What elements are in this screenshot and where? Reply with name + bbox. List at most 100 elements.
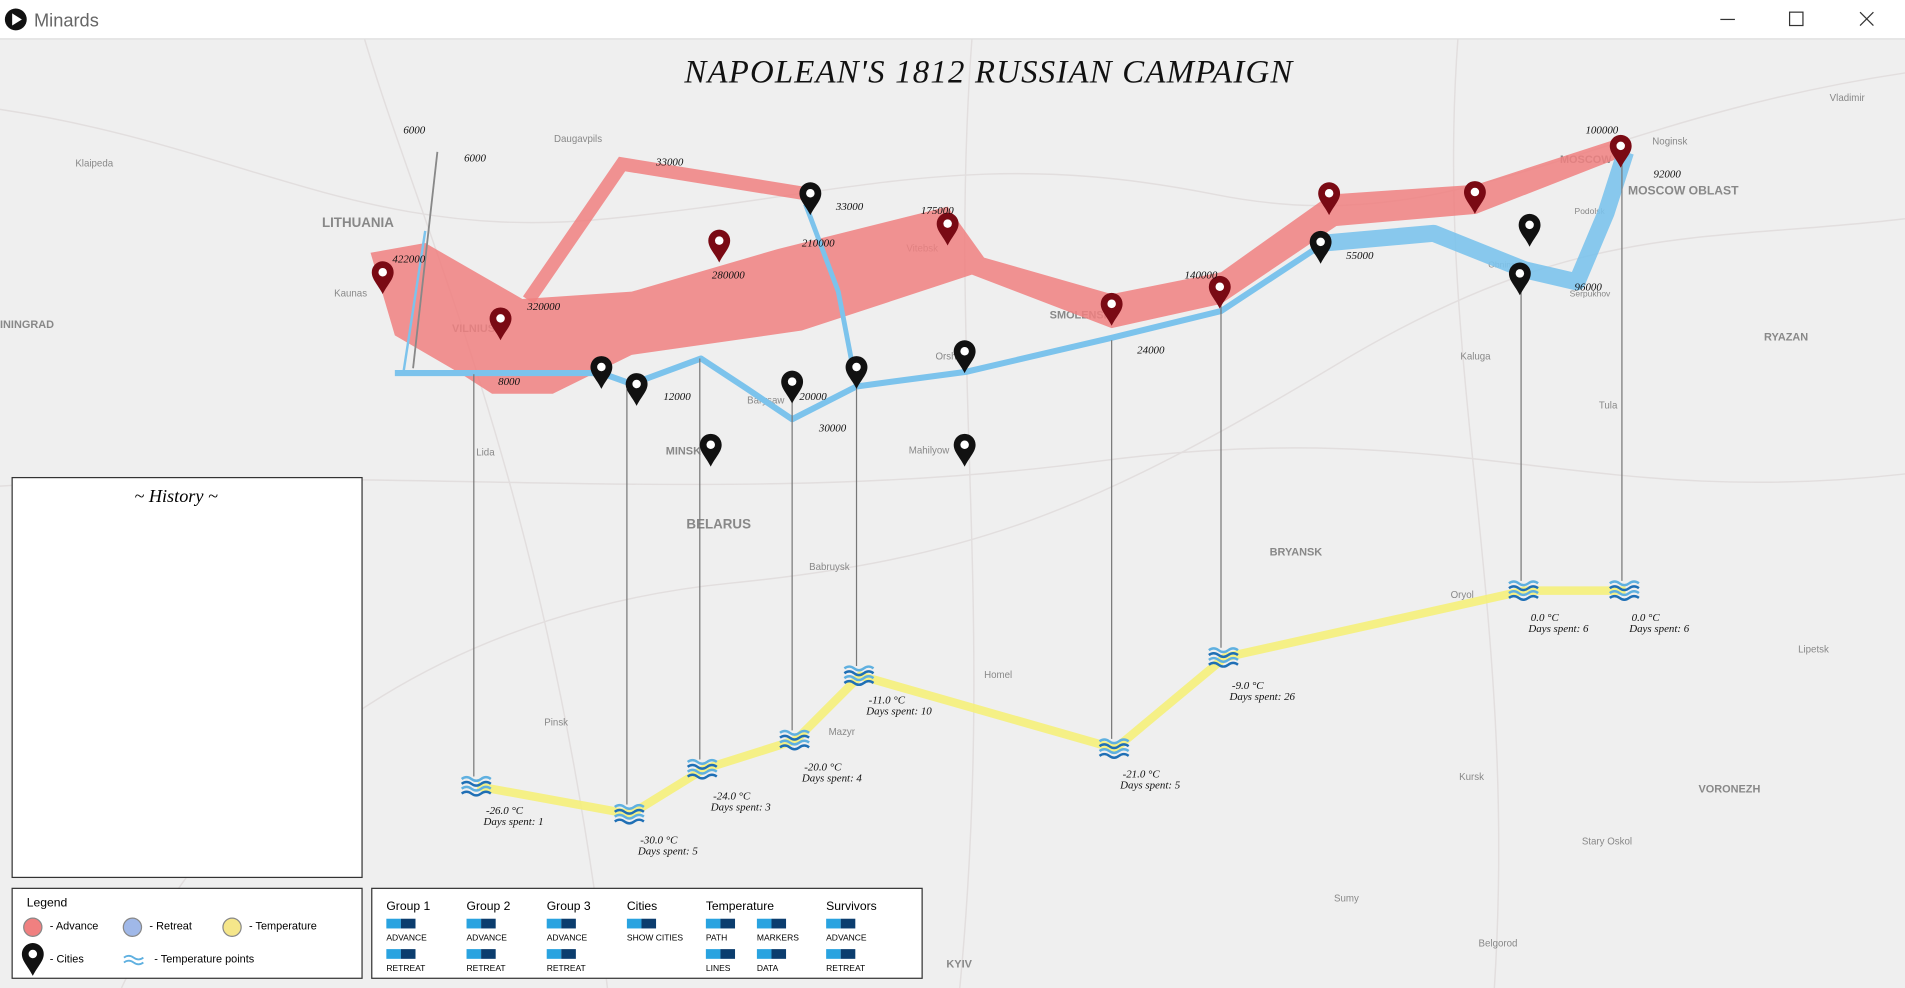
toggle-label[interactable]: SHOW CITIES — [627, 933, 684, 943]
map-label: Noginsk — [1652, 137, 1687, 148]
toggle-left[interactable] — [826, 918, 841, 929]
map-label: Lipetsk — [1798, 645, 1829, 656]
map-label: Tula — [1599, 400, 1618, 411]
map-label: MOSCOW OBLAST — [1628, 183, 1739, 197]
temperature-icon — [843, 670, 875, 677]
city-marker-dot — [714, 236, 724, 245]
toggle-left[interactable] — [705, 949, 721, 959]
city-marker — [799, 182, 822, 216]
map-label: LITHUANIA — [322, 215, 394, 230]
toggle-left[interactable] — [756, 949, 772, 959]
map-label: Pinsk — [544, 718, 568, 729]
city-marker — [625, 373, 648, 406]
control-group-label: Group 3 — [547, 899, 591, 913]
map-label: Lida — [476, 448, 495, 459]
toggle-label[interactable]: DATA — [757, 963, 779, 973]
toggle-right[interactable] — [771, 918, 787, 929]
toggle-label[interactable]: RETREAT — [467, 963, 506, 973]
city-marker — [936, 212, 959, 246]
legend-box — [11, 887, 363, 979]
troop-label: 96000 — [1575, 281, 1603, 293]
toggle-right[interactable] — [561, 918, 576, 929]
city-marker-dot — [1525, 220, 1534, 230]
temperature-icon — [1208, 647, 1239, 654]
temperature-label: -11.0 °C — [869, 695, 906, 707]
toggle-right[interactable] — [720, 949, 736, 959]
control-group-label: Group 1 — [386, 899, 430, 913]
city-marker — [371, 261, 394, 295]
temperature-icon — [843, 665, 875, 672]
toggle-left[interactable] — [546, 918, 562, 929]
toggle-left[interactable] — [756, 918, 772, 929]
toggle-label[interactable]: RETREAT — [826, 963, 865, 973]
toggle-right[interactable] — [481, 949, 496, 959]
toggle-left[interactable] — [705, 918, 721, 929]
toggle-label[interactable]: RETREAT — [386, 963, 425, 973]
map-label: BRYANSK — [1270, 546, 1323, 558]
toggle-right[interactable] — [400, 949, 416, 959]
toggle-left[interactable] — [466, 949, 482, 959]
city-marker-dot — [378, 267, 387, 277]
city-marker-dot — [943, 219, 952, 228]
city-marker — [953, 340, 976, 374]
city-marker — [699, 433, 722, 467]
toggle-left[interactable] — [626, 918, 642, 929]
toggle-right[interactable] — [771, 949, 787, 959]
temperature-icon — [460, 780, 492, 787]
temperature-icon — [1098, 752, 1130, 759]
troop-label: 140000 — [1185, 269, 1218, 281]
map-label: VORONEZH — [1698, 783, 1760, 795]
toggle-right[interactable] — [400, 918, 416, 929]
map-label: Stary Oskol — [1582, 837, 1632, 848]
troop-label: 6000 — [403, 125, 425, 137]
temperature-icon — [779, 729, 810, 736]
temperature-label: -30.0 °C — [640, 834, 678, 846]
toggle-right[interactable] — [720, 918, 736, 929]
toggle-right[interactable] — [840, 918, 856, 929]
temperature-label: 0.0 °C — [1531, 612, 1560, 624]
troop-label: 20000 — [799, 391, 827, 403]
toggle-label[interactable]: MARKERS — [757, 933, 799, 943]
troop-label: 24000 — [1137, 345, 1165, 357]
map-label: Kaluga — [1460, 352, 1491, 363]
toggle-left[interactable] — [466, 918, 482, 929]
temperature-icon — [686, 763, 718, 770]
toggle-right[interactable] — [561, 949, 576, 959]
temperature-icon — [1508, 590, 1539, 597]
legend-title: Legend — [27, 896, 68, 910]
days-label: Days spent: 5 — [1119, 780, 1181, 792]
toggle-label[interactable]: RETREAT — [547, 963, 586, 973]
temperature-icon — [1098, 738, 1130, 745]
temperature-label: -20.0 °C — [804, 761, 842, 773]
city-marker-dot — [1215, 282, 1225, 292]
close-button[interactable] — [1859, 11, 1874, 26]
toggle-label[interactable]: ADVANCE — [467, 933, 508, 943]
toggle-right[interactable] — [840, 949, 856, 959]
toggle-right[interactable] — [481, 918, 496, 929]
troop-label: 422000 — [392, 253, 425, 265]
temperature-icon — [614, 808, 645, 815]
toggle-right[interactable] — [641, 918, 657, 929]
toggle-label[interactable]: ADVANCE — [547, 933, 588, 943]
toggle-left[interactable] — [386, 918, 401, 929]
troop-label: 175000 — [921, 205, 954, 217]
toggle-label[interactable]: PATH — [706, 933, 727, 943]
map-label: Orsha — [935, 352, 962, 363]
city-marker — [1508, 262, 1531, 296]
toggle-left[interactable] — [546, 949, 562, 959]
window-title: Minards — [34, 11, 99, 31]
toggle-left[interactable] — [826, 949, 841, 959]
toggle-left[interactable] — [386, 949, 401, 959]
city-marker-dot — [1616, 141, 1625, 151]
troop-label: 55000 — [1346, 250, 1374, 262]
temperature-label: 0.0 °C — [1632, 612, 1661, 624]
map-label: Mahilyow — [909, 445, 950, 456]
temperature-icon — [460, 790, 492, 797]
maximize-button[interactable] — [1788, 11, 1804, 27]
control-group-label: Cities — [627, 899, 657, 913]
toggle-label[interactable]: ADVANCE — [826, 933, 867, 943]
city-marker-dot — [1515, 269, 1525, 278]
toggle-label[interactable]: LINES — [706, 963, 731, 973]
toggle-label[interactable]: ADVANCE — [386, 933, 427, 943]
